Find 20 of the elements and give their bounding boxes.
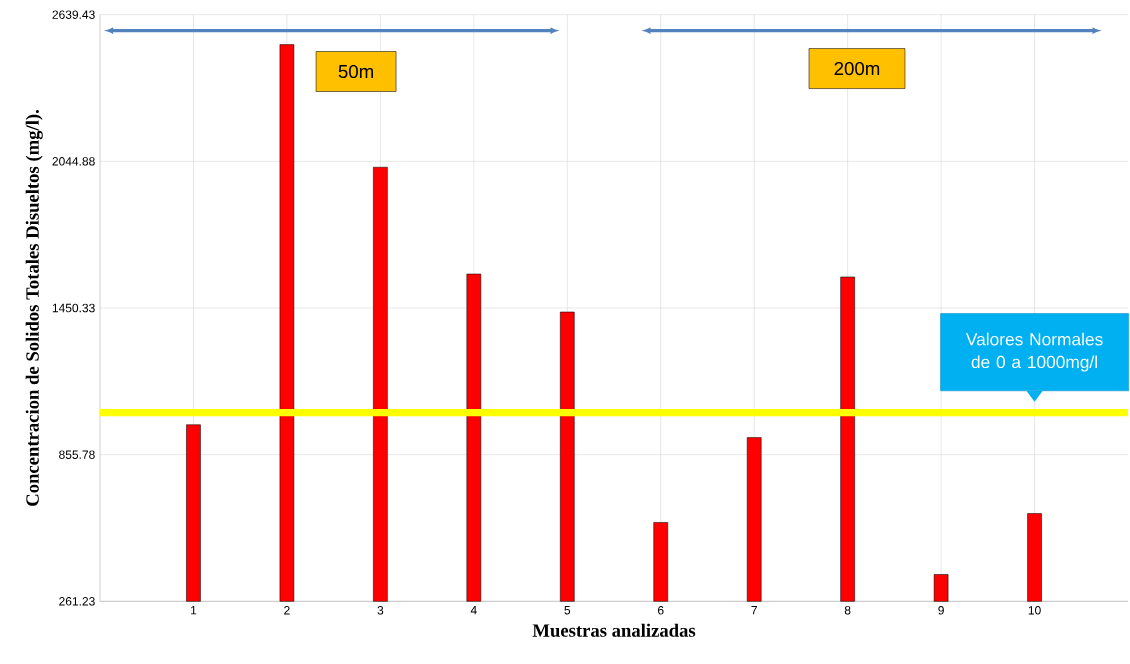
y-tick-label: 261.23 xyxy=(59,597,95,606)
annotation: 200m xyxy=(834,61,880,76)
x-tick-label: 3 xyxy=(377,606,384,615)
x-tick-label: 8 xyxy=(844,606,851,615)
y-tick-label: 2044.88 xyxy=(52,157,95,166)
ref-line-label: Valores Normales de 0 a 1000mg/l xyxy=(965,332,1103,372)
x-tick-label: 10 xyxy=(1028,606,1041,615)
x-tick-label: 5 xyxy=(564,606,571,615)
x-tick-label: 6 xyxy=(658,606,664,615)
x-tick-label: 2 xyxy=(284,606,290,615)
x-tick-label: 1 xyxy=(191,606,197,615)
y-tick-label: 1450.33 xyxy=(52,303,95,313)
x-tick-label: 9 xyxy=(938,606,944,615)
x-axis-title: Muestras analizadas xyxy=(532,623,696,637)
x-tick-label: 7 xyxy=(751,606,757,615)
y-axis-title: Concentracion de Solidos Totales Disueltos (mg/l). xyxy=(25,110,43,506)
y-tick-label: 2639.43 xyxy=(52,10,95,19)
annotation: 50m xyxy=(338,64,373,79)
y-tick-label: 855.78 xyxy=(59,450,95,459)
x-tick-label: 4 xyxy=(470,606,477,615)
